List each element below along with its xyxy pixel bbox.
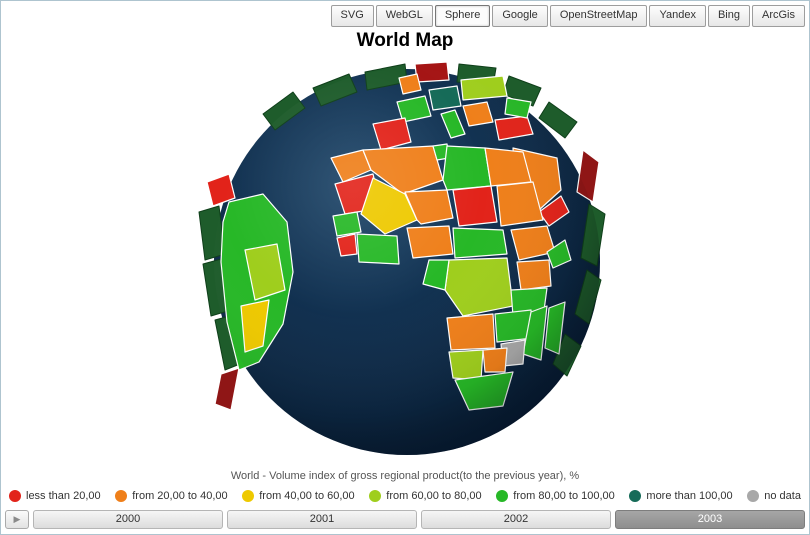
legend-swatch-green bbox=[496, 490, 509, 502]
country bbox=[462, 101, 494, 127]
world-globe-sphere[interactable] bbox=[1, 55, 810, 469]
legend-item: no data bbox=[747, 490, 801, 502]
play-button[interactable]: ▶ bbox=[5, 509, 29, 529]
legend-label: from 60,00 to 80,00 bbox=[386, 490, 482, 502]
tab-svg[interactable]: SVG bbox=[330, 5, 374, 27]
legend-label: from 20,00 to 40,00 bbox=[132, 490, 228, 502]
country-extruded bbox=[414, 61, 450, 83]
country bbox=[516, 259, 552, 291]
country bbox=[448, 349, 484, 381]
legend-item: more than 100,00 bbox=[629, 490, 733, 502]
legend: less than 20,00 from 20,00 to 40,00 from… bbox=[1, 485, 809, 507]
country bbox=[504, 97, 532, 119]
country bbox=[442, 145, 492, 191]
legend-item: from 40,00 to 60,00 bbox=[242, 490, 355, 502]
legend-item: from 60,00 to 80,00 bbox=[369, 490, 482, 502]
country bbox=[482, 347, 508, 373]
tab-yandex[interactable]: Yandex bbox=[649, 5, 706, 27]
tab-bing[interactable]: Bing bbox=[707, 5, 750, 27]
year-segment-2001[interactable]: 2001 bbox=[227, 509, 417, 529]
page-title: World Map bbox=[356, 30, 454, 51]
legend-label: less than 20,00 bbox=[26, 490, 101, 502]
legend-item: less than 20,00 bbox=[9, 490, 101, 502]
year-segment-2002[interactable]: 2002 bbox=[421, 509, 611, 529]
legend-label: no data bbox=[764, 490, 801, 502]
legend-swatch-gray bbox=[747, 490, 760, 502]
legend-swatch-orange bbox=[115, 490, 128, 502]
country bbox=[332, 211, 362, 237]
year-segment-2000[interactable]: 2000 bbox=[33, 509, 223, 529]
legend-swatch-darkgreen bbox=[629, 490, 642, 502]
year-timeline: ▶ 2000 2001 2002 2003 bbox=[1, 507, 809, 534]
country bbox=[452, 227, 508, 259]
country bbox=[460, 75, 508, 101]
play-icon: ▶ bbox=[13, 513, 21, 524]
legend-label: more than 100,00 bbox=[646, 490, 733, 502]
globe-canvas[interactable] bbox=[1, 55, 809, 469]
region-europe bbox=[398, 73, 422, 95]
country-extruded bbox=[576, 149, 600, 203]
tab-arcgis[interactable]: ArcGis bbox=[752, 5, 805, 27]
legend-item: from 20,00 to 40,00 bbox=[115, 490, 228, 502]
tab-webgl[interactable]: WebGL bbox=[375, 5, 433, 27]
map-caption: World - Volume index of gross regional p… bbox=[230, 470, 580, 482]
country bbox=[356, 233, 400, 265]
tab-sphere[interactable]: Sphere bbox=[434, 5, 491, 27]
country bbox=[336, 233, 358, 257]
legend-label: from 40,00 to 60,00 bbox=[259, 490, 355, 502]
legend-label: from 80,00 to 100,00 bbox=[513, 490, 615, 502]
country bbox=[406, 225, 454, 259]
legend-swatch-red bbox=[9, 490, 21, 502]
legend-swatch-yellow bbox=[242, 490, 255, 502]
country bbox=[446, 313, 496, 351]
country-extruded bbox=[214, 367, 240, 411]
tab-openstreetmap[interactable]: OpenStreetMap bbox=[549, 5, 648, 27]
country bbox=[428, 85, 462, 111]
map-provider-tabs: SVG WebGL Sphere Google OpenStreetMap Ya… bbox=[1, 1, 809, 27]
year-segment-2003[interactable]: 2003 bbox=[615, 509, 805, 529]
tab-google[interactable]: Google bbox=[492, 5, 548, 27]
legend-item: from 80,00 to 100,00 bbox=[496, 490, 615, 502]
country bbox=[452, 185, 498, 227]
legend-swatch-yellowgreen bbox=[369, 490, 382, 502]
